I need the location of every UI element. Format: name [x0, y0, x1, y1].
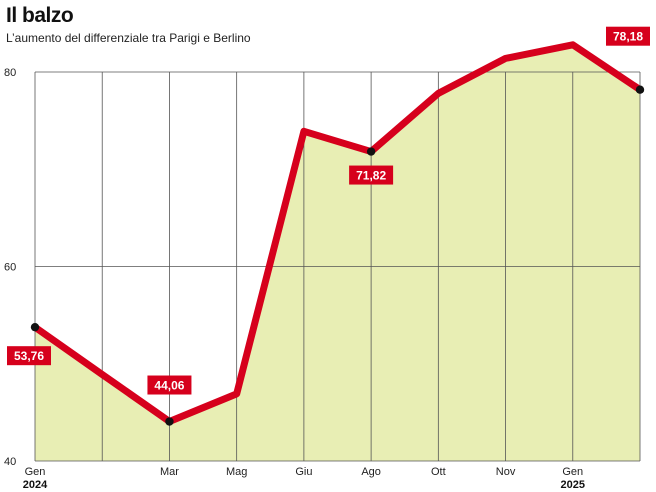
y-tick-label: 40: [4, 456, 16, 468]
x-tick-label: Gen: [25, 466, 46, 478]
data-point-marker: [30, 322, 40, 332]
y-tick-label: 80: [4, 67, 16, 79]
series-line: [31, 41, 644, 426]
data-label-box: [147, 375, 192, 395]
x-tick-label: Nov: [496, 466, 516, 478]
data-label-box: [606, 26, 650, 46]
x-year-label: 2024: [23, 479, 48, 491]
x-tick-label: Ago: [361, 466, 381, 478]
x-tick-label: Gen: [562, 466, 583, 478]
chart-subtitle: L’aumento del differenziale tra Parigi e…: [6, 31, 251, 45]
data-label-box: [7, 346, 51, 366]
data-label-box: [349, 165, 394, 185]
data-label: 53,76: [14, 349, 44, 363]
data-point-marker: [165, 417, 174, 426]
chart-title: Il balzo: [6, 4, 74, 27]
data-label: 78,18: [613, 30, 643, 44]
x-year-label: 2025: [561, 479, 585, 491]
data-label: 44,06: [154, 379, 184, 393]
x-tick-label: Ott: [431, 466, 446, 478]
area-fill: [35, 44, 640, 462]
data-label: 71,82: [356, 169, 386, 183]
data-point-marker: [366, 147, 376, 156]
x-tick-label: Giu: [295, 466, 312, 478]
data-point-marker: [635, 85, 645, 94]
x-tick-label: Mag: [226, 466, 247, 478]
x-tick-label: Mar: [160, 466, 179, 478]
y-tick-label: 60: [4, 262, 16, 274]
